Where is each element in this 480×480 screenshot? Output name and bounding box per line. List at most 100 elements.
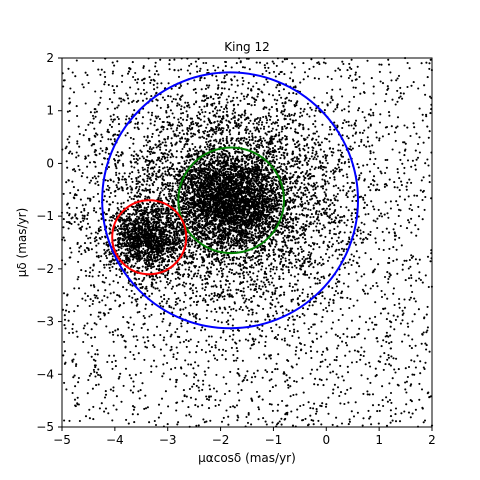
- data-point: [407, 325, 410, 328]
- data-point: [92, 358, 95, 361]
- data-point: [316, 155, 319, 158]
- data-point: [330, 245, 333, 248]
- data-point: [266, 119, 269, 122]
- data-point: [296, 279, 299, 282]
- data-point: [305, 195, 308, 198]
- data-point: [332, 151, 335, 154]
- data-point: [331, 321, 335, 324]
- data-point: [164, 390, 167, 393]
- data-point: [402, 141, 405, 144]
- data-point: [244, 299, 247, 303]
- data-point: [360, 374, 363, 377]
- data-point: [133, 281, 137, 285]
- data-point: [93, 127, 96, 130]
- data-point: [263, 149, 266, 152]
- data-point: [369, 258, 372, 261]
- data-point: [336, 347, 339, 350]
- data-point: [333, 204, 336, 207]
- data-point: [369, 230, 372, 233]
- data-point: [169, 349, 172, 352]
- data-point: [68, 256, 71, 259]
- data-point: [132, 75, 135, 79]
- data-point: [354, 132, 357, 135]
- data-point: [277, 148, 280, 151]
- data-point: [366, 59, 369, 62]
- data-point: [81, 83, 84, 86]
- data-point: [188, 127, 191, 130]
- data-point: [218, 126, 221, 130]
- data-point: [166, 272, 169, 275]
- data-point: [290, 274, 293, 277]
- data-point: [146, 163, 149, 167]
- data-point: [86, 165, 89, 168]
- data-point: [291, 315, 294, 318]
- data-point: [278, 93, 281, 97]
- data-point: [330, 237, 333, 240]
- data-point: [190, 62, 193, 65]
- data-point: [264, 420, 267, 423]
- data-point: [398, 189, 401, 192]
- data-point: [119, 372, 122, 375]
- data-point: [168, 324, 171, 327]
- data-point: [396, 116, 400, 119]
- data-point: [286, 359, 289, 362]
- data-point: [354, 212, 357, 215]
- data-point: [313, 313, 316, 316]
- data-point: [331, 154, 334, 157]
- data-point: [195, 373, 198, 376]
- data-point: [309, 253, 312, 256]
- data-point: [189, 415, 193, 418]
- data-point: [256, 151, 260, 154]
- data-point: [87, 81, 90, 85]
- data-point: [391, 98, 394, 101]
- data-point: [184, 294, 187, 297]
- data-point: [186, 113, 189, 117]
- data-point: [185, 282, 188, 285]
- data-point: [335, 285, 338, 288]
- data-point: [426, 392, 429, 395]
- data-point: [157, 115, 160, 118]
- data-point: [268, 93, 271, 96]
- data-point: [386, 400, 389, 403]
- data-point: [353, 208, 356, 211]
- data-point: [364, 213, 367, 216]
- data-point: [208, 111, 211, 115]
- data-point: [382, 308, 385, 311]
- data-point: [289, 127, 292, 130]
- data-point: [405, 403, 408, 406]
- data-point: [235, 125, 238, 128]
- data-point: [336, 292, 340, 295]
- data-point: [203, 370, 206, 373]
- data-point: [154, 65, 157, 68]
- data-point: [272, 181, 275, 185]
- data-point: [116, 334, 119, 337]
- data-point: [108, 195, 111, 198]
- data-point: [407, 267, 410, 270]
- data-point: [134, 71, 137, 75]
- data-point: [426, 158, 429, 161]
- data-point: [332, 110, 335, 113]
- data-point: [410, 181, 413, 184]
- data-point: [215, 390, 218, 393]
- data-point: [294, 238, 297, 241]
- data-point: [390, 321, 393, 324]
- data-point: [198, 105, 201, 109]
- data-point: [146, 170, 149, 173]
- data-point: [376, 285, 379, 288]
- data-point: [324, 235, 327, 238]
- data-point: [225, 241, 228, 244]
- data-point: [93, 285, 96, 288]
- data-point: [110, 219, 113, 222]
- data-point: [233, 144, 236, 147]
- data-point: [283, 108, 286, 111]
- data-point: [315, 332, 318, 335]
- data-point: [92, 264, 95, 267]
- data-point: [120, 333, 123, 336]
- data-point: [330, 95, 333, 98]
- data-point: [235, 342, 238, 345]
- data-point: [120, 400, 123, 403]
- data-point: [382, 239, 386, 242]
- data-point: [329, 170, 333, 173]
- data-point: [215, 310, 218, 313]
- data-point: [224, 65, 227, 68]
